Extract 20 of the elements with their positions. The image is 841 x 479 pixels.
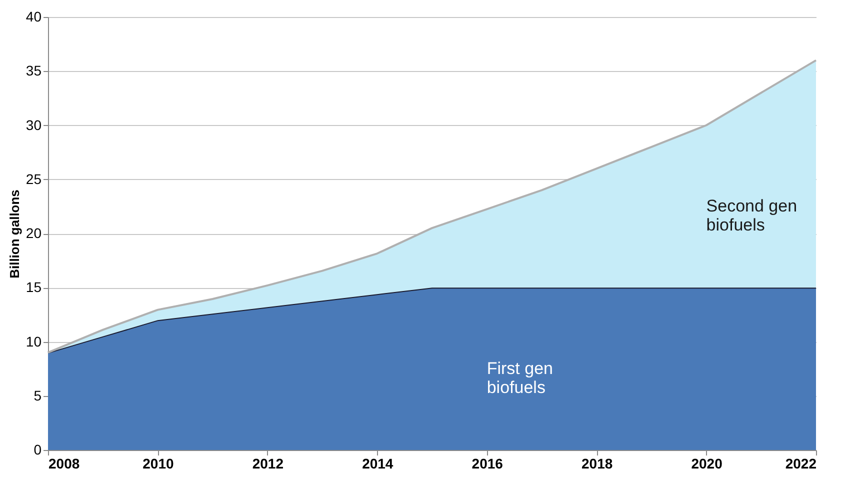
y-tick-label: 40 <box>26 8 42 24</box>
y-tick-label: 5 <box>34 387 42 404</box>
y-axis-title: Billion gallons <box>6 190 22 278</box>
y-tick-label: 20 <box>26 225 42 241</box>
x-tick-label: 2018 <box>581 456 613 472</box>
series-label: First gen biofuels <box>486 358 553 397</box>
series-label: Second gen biofuels <box>706 196 798 234</box>
y-tick-label: 25 <box>26 170 42 187</box>
y-tick-label: 30 <box>26 116 42 133</box>
x-tick-label: 2020 <box>691 456 723 472</box>
x-tick-label: 2010 <box>142 456 174 472</box>
x-tick-label: 2012 <box>252 456 284 472</box>
y-tick-label: 0 <box>34 442 42 458</box>
x-tick-label: 2022 <box>785 456 817 472</box>
y-tick-label: 15 <box>26 279 42 296</box>
x-tick-label: 2016 <box>472 456 504 472</box>
y-tick-label: 35 <box>26 62 42 79</box>
x-tick-label: 2014 <box>362 456 394 472</box>
x-tick-label: 2008 <box>48 456 80 472</box>
y-tick-label: 10 <box>26 333 42 350</box>
